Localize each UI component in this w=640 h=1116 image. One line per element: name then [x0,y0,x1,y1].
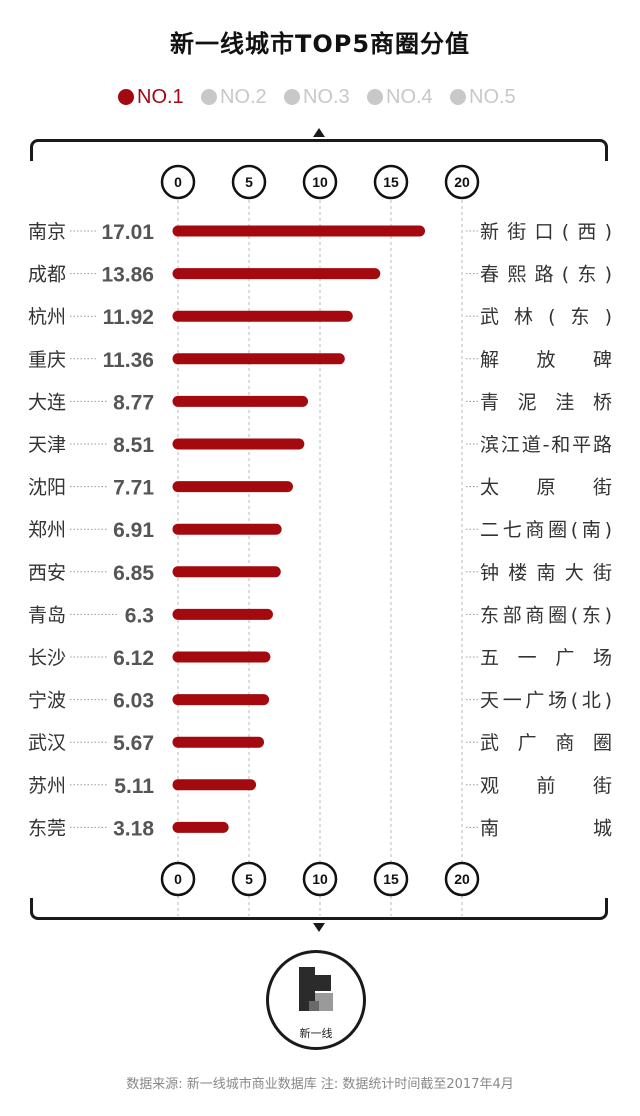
value-label: 5.67 [113,732,154,755]
legend-item-no1[interactable]: NO.1 [118,84,184,110]
legend-item-no2[interactable]: NO.2 [201,84,267,110]
tick-label-top: 20 [454,174,470,190]
legend: NO.1 NO.2 NO.3 NO.4 NO.5 [0,84,640,110]
district-label: 东部商圈(东) [480,604,612,626]
city-label: 宁波 [28,690,66,712]
top-bracket [30,139,608,161]
district-label: 观前街 [480,775,612,797]
bar-chart: 0 5 10 15 20 0 5 10 15 20 南京 17.01 新街口(西) 成都 13.86 春熙路(… [28,164,612,916]
legend-dot-icon [450,89,466,105]
district-label: 钟楼南大街 [480,562,612,584]
legend-label: NO.3 [303,85,350,108]
chart-title: 新一线城市TOP5商圈分值 [169,30,471,58]
tick-circle [444,164,480,200]
city-label: 重庆 [28,349,66,371]
district-label: 武林(东) [480,306,612,328]
legend-item-no5[interactable]: NO.5 [450,84,516,110]
district-label: 解放碑 [480,349,612,371]
city-label: 武汉 [28,732,66,754]
legend-dot-icon [201,89,217,105]
district-label: 滨江道-和平路 [480,434,612,456]
legend-dot-icon [284,89,300,105]
legend-item-no4[interactable]: NO.4 [367,84,433,110]
tick-circle [231,861,267,897]
value-label: 6.3 [125,604,154,627]
logo-mark-icon [299,967,333,1011]
value-label: 6.91 [113,519,154,542]
tick-circle [373,861,409,897]
city-label: 郑州 [28,519,66,541]
bottom-bracket [30,898,608,920]
city-label: 大连 [28,391,66,413]
legend-dot-icon [367,89,383,105]
district-label: 五一广场 [480,647,612,669]
tick-label-bottom: 15 [383,871,399,887]
tick-label-top: 5 [245,174,253,190]
tick-label-bottom: 20 [454,871,470,887]
city-label: 杭州 [28,306,66,328]
city-label: 南京 [28,221,66,243]
city-label: 青岛 [28,604,66,626]
district-label: 武广商圈 [480,732,612,754]
city-label: 东莞 [28,817,66,839]
logo-text: 新一线 [299,1027,333,1040]
arrow-down-icon [313,923,325,932]
tick-circle [302,164,338,200]
value-label: 8.77 [113,391,154,414]
city-label: 天津 [28,434,66,456]
tick-circle [160,861,196,897]
legend-item-no3[interactable]: NO.3 [284,84,350,110]
district-label: 二七商圈(南) [480,519,612,541]
value-label: 5.11 [114,775,154,798]
value-label: 11.92 [103,306,154,329]
legend-label: NO.5 [469,85,516,108]
city-label: 西安 [28,562,66,584]
district-label: 青泥洼桥 [480,391,612,413]
district-label: 南城 [480,817,612,839]
legend-label: NO.4 [386,85,433,108]
legend-label: NO.1 [137,85,184,108]
tick-label-top: 0 [174,174,182,190]
arrow-up-icon [313,128,325,137]
value-label: 6.03 [113,690,154,713]
legend-dot-icon [118,89,134,105]
value-label: 13.86 [101,264,154,287]
value-label: 17.01 [101,221,154,244]
tick-label-top: 15 [383,174,399,190]
source-note: 数据来源: 新一线城市商业数据库 注: 数据统计时间截至2017年4月 [126,1077,514,1092]
tick-circle [160,164,196,200]
value-label: 6.12 [113,647,154,670]
value-label: 6.85 [113,562,154,585]
district-label: 春熙路(东) [480,264,612,286]
district-label: 太原街 [480,477,612,499]
value-label: 7.71 [113,477,154,500]
tick-label-bottom: 5 [245,871,253,887]
tick-label-bottom: 10 [312,871,328,887]
tick-label-bottom: 0 [174,871,182,887]
value-label: 3.18 [113,817,154,840]
city-label: 长沙 [28,647,66,669]
brand-logo: 新一线 [266,950,366,1050]
tick-circle [302,861,338,897]
value-label: 11.36 [103,349,154,372]
tick-circle [444,861,480,897]
legend-label: NO.2 [220,85,267,108]
tick-circle [231,164,267,200]
district-label: 新街口(西) [480,221,612,243]
city-label: 苏州 [28,775,66,797]
city-label: 成都 [28,264,66,286]
district-label: 天一广场(北) [480,690,612,712]
tick-circle [373,164,409,200]
value-label: 8.51 [113,434,154,457]
tick-label-top: 10 [312,174,328,190]
city-label: 沈阳 [28,477,66,499]
